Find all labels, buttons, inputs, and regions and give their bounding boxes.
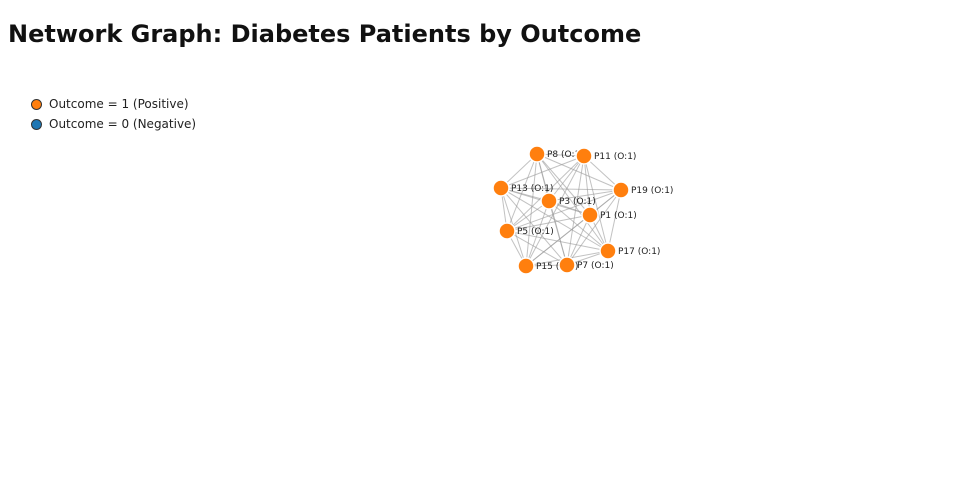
- page-title: Network Graph: Diabetes Patients by Outc…: [8, 20, 642, 48]
- edge-P19-P3: [548, 189, 622, 202]
- node-P8[interactable]: P8 (O:1): [528, 145, 584, 163]
- legend-swatch-positive: [31, 98, 42, 110]
- node-circle-P19[interactable]: [612, 181, 630, 199]
- edge-P8-P19: [536, 153, 622, 191]
- node-circle-P3[interactable]: [540, 192, 558, 210]
- node-label-P17: P17 (O:1): [618, 247, 660, 257]
- node-label-P8: P8 (O:1): [547, 150, 584, 160]
- edge-P11-P1: [583, 155, 591, 216]
- node-circle-P8[interactable]: [528, 145, 546, 163]
- edge-P19-P5: [506, 189, 622, 232]
- node-label-P3: P3 (O:1): [559, 197, 596, 207]
- node-circle-P13[interactable]: [492, 179, 510, 197]
- edge-P11-P17: [583, 155, 609, 252]
- legend-swatch-negative: [31, 118, 42, 130]
- node-circle-P5[interactable]: [498, 222, 516, 240]
- edge-P3-P7: [548, 200, 568, 266]
- edge-P11-P13: [500, 155, 585, 189]
- edge-P5-P17: [506, 230, 609, 252]
- node-circle-P15[interactable]: [517, 257, 535, 275]
- node-P19[interactable]: P19 (O:1): [612, 181, 673, 199]
- edge-P19-P7: [566, 189, 622, 266]
- edge-P3-P17: [548, 200, 609, 252]
- edge-P3-P15: [525, 200, 550, 267]
- node-P13[interactable]: P13 (O:1): [492, 179, 553, 197]
- node-P17[interactable]: P17 (O:1): [599, 242, 660, 260]
- legend: Outcome = 1 (Positive) Outcome = 0 (Nega…: [31, 94, 196, 134]
- edge-P19-P13: [500, 187, 622, 191]
- edge-P11-P3: [548, 155, 585, 202]
- edge-P8-P5: [506, 153, 538, 232]
- legend-item-negative: Outcome = 0 (Negative): [31, 114, 196, 134]
- node-circle-P7[interactable]: [558, 256, 576, 274]
- node-label-P1: P1 (O:1): [600, 211, 637, 221]
- legend-label-positive: Outcome = 1 (Positive): [49, 97, 189, 111]
- edge-P8-P17: [536, 153, 609, 252]
- node-circle-P17[interactable]: [599, 242, 617, 260]
- edge-P1-P15: [525, 214, 591, 267]
- node-label-P19: P19 (O:1): [631, 186, 673, 196]
- edge-P19-P17: [607, 189, 622, 252]
- node-circle-P1[interactable]: [581, 206, 599, 224]
- nodes-layer: P8 (O:1) P11 (O:1) P19 (O:1) P13 (O:1) P3 (O…: [492, 145, 673, 275]
- legend-label-negative: Outcome = 0 (Negative): [49, 117, 197, 131]
- node-P11[interactable]: P11 (O:1): [575, 147, 636, 165]
- legend-item-positive: Outcome = 1 (Positive): [31, 94, 196, 114]
- node-P5[interactable]: P5 (O:1): [498, 222, 554, 240]
- node-P3[interactable]: P3 (O:1): [540, 192, 596, 210]
- node-label-P15: P15 (O:1): [536, 262, 578, 272]
- edge-P13-P7: [500, 187, 568, 266]
- node-P7[interactable]: P7 (O:1): [558, 256, 614, 274]
- node-label-P5: P5 (O:1): [517, 227, 554, 237]
- node-P1[interactable]: P1 (O:1): [581, 206, 637, 224]
- node-P15[interactable]: P15 (O:1): [517, 257, 578, 275]
- node-circle-P11[interactable]: [575, 147, 593, 165]
- edge-P1-P7: [566, 214, 591, 266]
- node-label-P7: P7 (O:1): [577, 261, 614, 271]
- edge-P5-P7: [506, 230, 568, 266]
- edge-P8-P15: [525, 153, 538, 267]
- node-label-P11: P11 (O:1): [594, 152, 636, 162]
- edge-P1-P5: [506, 214, 591, 232]
- node-label-P13: P13 (O:1): [511, 184, 553, 194]
